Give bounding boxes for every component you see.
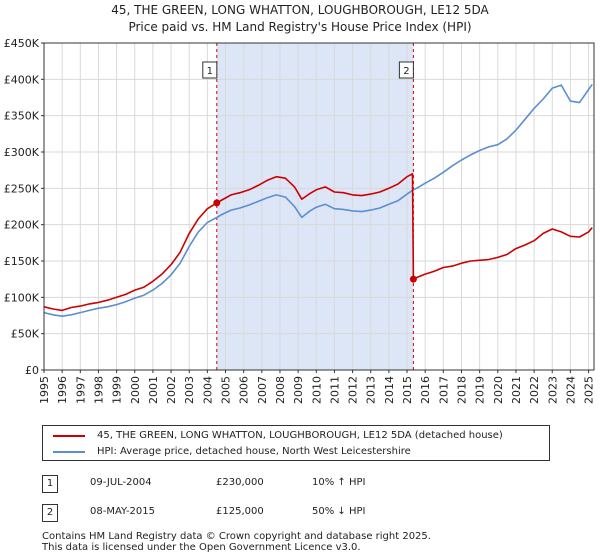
y-tick-label: £300K xyxy=(4,146,40,159)
legend-swatch-hpi xyxy=(53,451,85,453)
transaction-number: 1 xyxy=(42,475,58,493)
plot-area xyxy=(44,43,594,370)
x-tick-label: 2023 xyxy=(546,376,559,404)
x-tick-label: 2021 xyxy=(510,376,523,404)
legend: 45, THE GREEN, LONG WHATTON, LOUGHBOROUG… xyxy=(42,425,550,461)
transaction-price: £125,000 xyxy=(216,506,264,517)
x-tick-label: 2022 xyxy=(528,376,541,404)
x-tick-label: 1998 xyxy=(92,376,105,404)
marker-1-point xyxy=(213,199,221,207)
x-tick-label: 1997 xyxy=(74,376,87,404)
x-tick-label: 2011 xyxy=(328,376,341,404)
plot-frame xyxy=(43,42,595,371)
marker-1-label: 1 xyxy=(207,66,213,77)
x-tick-label: 2012 xyxy=(347,376,360,404)
x-tick-label: 2014 xyxy=(383,376,396,404)
footer-line-1: Contains HM Land Registry data © Crown c… xyxy=(42,531,431,542)
chart-subtitle: Price paid vs. HM Land Registry's House … xyxy=(128,20,471,34)
x-tick-label: 2003 xyxy=(183,376,196,404)
x-tick-label: 2020 xyxy=(492,376,505,404)
x-tick-label: 2019 xyxy=(474,376,487,404)
transaction-date: 08-MAY-2015 xyxy=(90,506,156,517)
x-tick-label: 2001 xyxy=(147,376,160,404)
x-tick-label: 2013 xyxy=(365,376,378,404)
legend-swatch-property xyxy=(53,435,85,437)
x-tick-label: 2007 xyxy=(256,376,269,404)
price-chart: 45, THE GREEN, LONG WHATTON, LOUGHBOROUG… xyxy=(4,3,596,404)
marker-2-point xyxy=(409,275,417,283)
ownership-shading xyxy=(216,43,414,370)
x-tick-label: 2018 xyxy=(455,376,468,404)
grid-lines xyxy=(43,42,594,371)
x-tick-label: 2025 xyxy=(583,376,596,404)
y-tick-label: £100K xyxy=(4,291,40,304)
x-tick-label: 2015 xyxy=(401,376,414,404)
x-tick-label: 2006 xyxy=(238,376,251,404)
transaction-date: 09-JUL-2004 xyxy=(90,477,152,488)
x-tick-label: 2016 xyxy=(419,376,432,404)
x-tick-label: 1996 xyxy=(56,376,69,404)
x-tick-label: 2010 xyxy=(310,376,323,404)
y-tick-label: £450K xyxy=(4,37,40,50)
property-price-line xyxy=(43,173,593,312)
x-tick-label: 1995 xyxy=(38,376,51,404)
transaction-hpi-diff: 50% ↓ HPI xyxy=(312,506,366,517)
x-tick-label: 2009 xyxy=(292,376,305,404)
marker-1-box xyxy=(202,61,218,79)
transaction-number: 2 xyxy=(42,504,58,522)
footer-line-2: This data is licensed under the Open Gov… xyxy=(42,542,361,553)
x-tick-label: 2000 xyxy=(129,376,142,404)
x-tick-label: 2008 xyxy=(274,376,287,404)
marker-2-box xyxy=(398,61,414,79)
x-tick-label: 2004 xyxy=(201,376,214,404)
x-tick-label: 2005 xyxy=(220,376,233,404)
y-tick-label: £150K xyxy=(4,255,40,268)
legend-label-hpi: HPI: Average price, detached house, Nort… xyxy=(97,446,411,457)
footer-note: Contains HM Land Registry data © Crown c… xyxy=(42,531,431,553)
chart-title: 45, THE GREEN, LONG WHATTON, LOUGHBOROUG… xyxy=(111,3,489,17)
series-lines xyxy=(43,83,593,317)
marker-2-label: 2 xyxy=(403,66,409,77)
y-tick-label: £400K xyxy=(4,73,40,86)
y-tick-label: £0 xyxy=(25,364,39,377)
hpi-line xyxy=(43,83,593,317)
y-tick-label: £350K xyxy=(4,110,40,123)
x-tick-label: 2002 xyxy=(165,376,178,404)
y-tick-label: £50K xyxy=(11,328,40,341)
y-tick-label: £250K xyxy=(4,182,40,195)
transaction-hpi-diff: 10% ↑ HPI xyxy=(312,477,366,488)
x-tick-label: 2024 xyxy=(564,376,577,404)
transaction-price: £230,000 xyxy=(216,477,264,488)
x-tick-label: 1999 xyxy=(111,376,124,404)
x-tick-label: 2017 xyxy=(437,376,450,404)
y-tick-label: £200K xyxy=(4,219,40,232)
legend-label-property: 45, THE GREEN, LONG WHATTON, LOUGHBOROUG… xyxy=(97,430,503,441)
axes: £0 £50K £100K £150K £200K £250K £300K £350K £400… xyxy=(4,37,596,404)
